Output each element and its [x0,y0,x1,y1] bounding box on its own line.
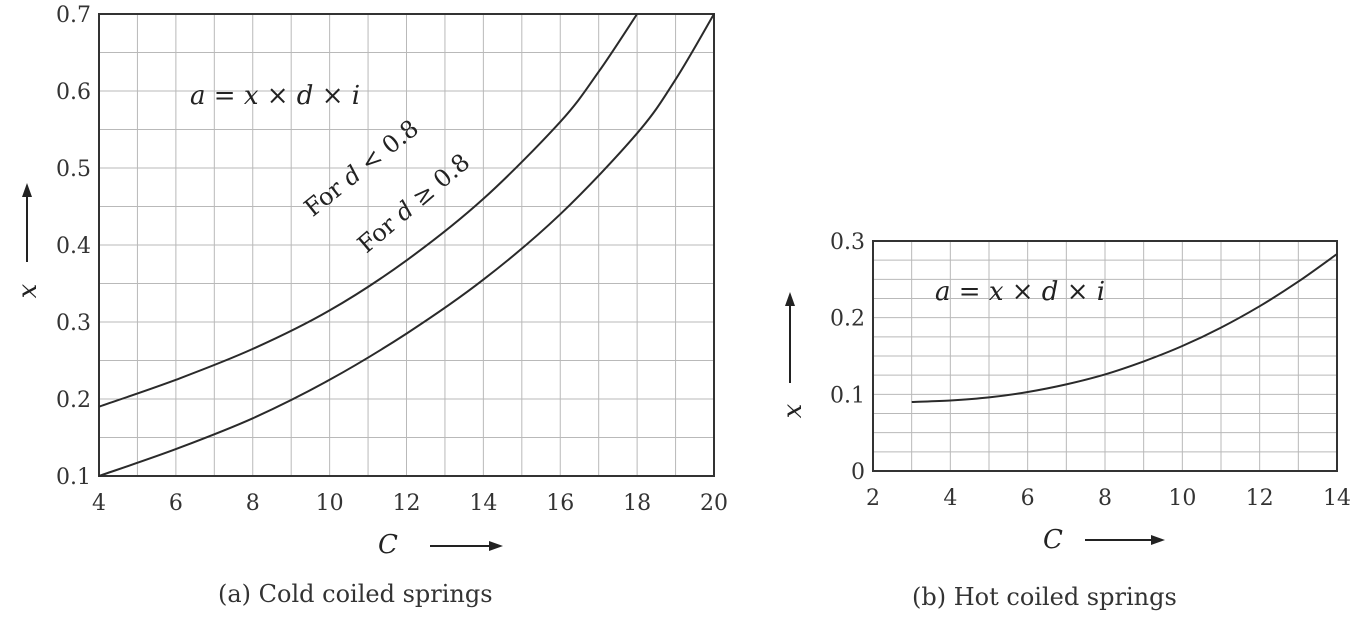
grid [873,241,1337,471]
caption-hot-coiled-springs: (b) Hot coiled springs [912,583,1177,611]
x-tick-label: 10 [1168,486,1196,511]
formula-label: a = x × d × i [190,81,360,111]
y-tick-label: 0.1 [56,465,91,490]
y-tick-label: 0.4 [56,234,91,259]
x-tick-label: 14 [1323,486,1351,511]
x-tick-label: 20 [700,491,728,516]
series-line-1 [911,253,1338,403]
y-axis-arrowhead [22,183,32,197]
x-tick-label: 6 [1021,486,1035,511]
y-tick-label: 0.3 [56,311,91,336]
x-tick-label: 12 [393,491,421,516]
y-axis-label: x [778,403,808,418]
series-line-1 [98,13,638,408]
y-tick-label: 0.6 [56,80,91,105]
y-tick-label: 0.2 [830,307,865,332]
caption-cold-coiled-springs: (a) Cold coiled springs [218,580,493,608]
y-tick-label: 0 [851,460,865,485]
x-tick-label: 4 [943,486,957,511]
x-tick-label: 2 [866,486,880,511]
series-line-2 [98,13,715,477]
y-tick-label: 0.3 [830,230,865,255]
x-axis-label: C [378,530,398,560]
y-axis-label: x [13,283,43,298]
plot-frame [98,13,715,477]
x-tick-label: 14 [469,491,497,516]
x-tick-label: 8 [246,491,260,516]
x-tick-label: 6 [169,491,183,516]
formula-label: a = x × d × i [935,277,1105,307]
x-tick-label: 8 [1098,486,1112,511]
grid [99,14,714,476]
x-tick-label: 12 [1246,486,1274,511]
x-axis-arrowhead [1151,535,1165,545]
x-axis-label: C [1043,525,1063,555]
y-tick-label: 0.1 [830,383,865,408]
plot-frame [872,240,1338,472]
chart-hot-coiled-springs: 2 4 6 8 10 12 14 0 0.1 0.2 0.3 a = x × d × i Cx [778,230,1351,555]
x-axis-arrowhead [489,541,503,551]
y-tick-label: 0.2 [56,388,91,413]
x-tick-label: 18 [623,491,651,516]
y-axis-arrowhead [785,292,795,306]
x-tick-label: 10 [316,491,344,516]
x-tick-label: 4 [92,491,106,516]
y-tick-label: 0.5 [56,157,91,182]
y-tick-label: 0.7 [56,3,91,28]
chart-cold-coiled-springs: 4 6 8 10 12 14 16 18 20 0.1 0.2 0.3 0.4 0.5 0.6 0.7 a = … [13,3,728,560]
x-tick-label: 16 [546,491,574,516]
